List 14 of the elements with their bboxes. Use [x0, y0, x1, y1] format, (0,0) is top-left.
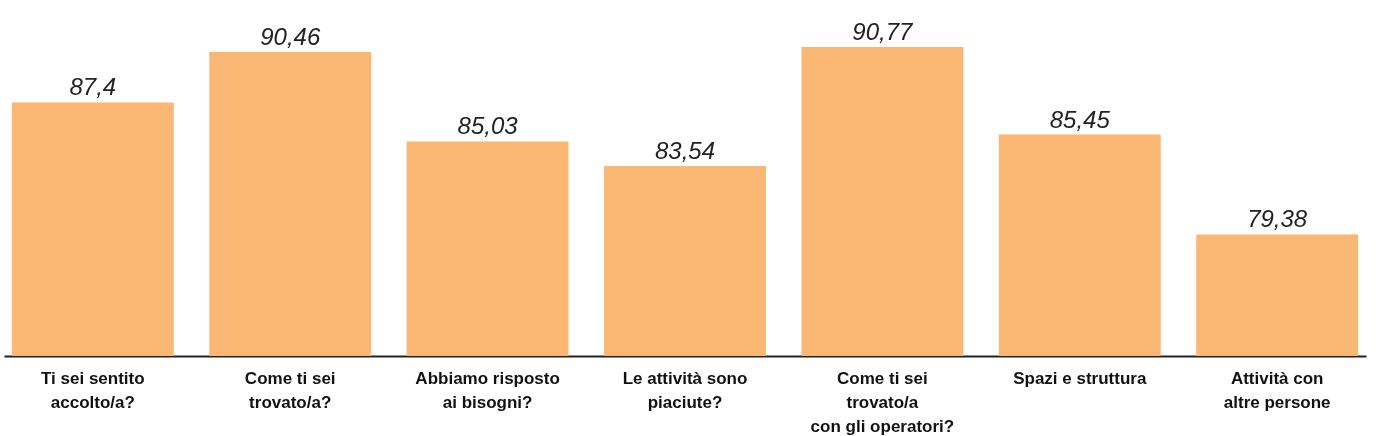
x-tick-label: Ti sei sentito accolto/a? — [41, 368, 145, 412]
data-label: 83,54 — [654, 136, 716, 164]
x-tick-label: Attività con altre persone — [1223, 368, 1331, 412]
data-label: 90,46 — [260, 23, 321, 51]
x-tick-label: Come ti sei trovato/a con gli operatori? — [810, 368, 955, 436]
x-tick-label: Abbiamo risposto ai bisogni? — [415, 368, 560, 412]
x-tick-label: Come ti sei trovato/a? — [244, 368, 336, 412]
x-tick-label: Spazi e struttura — [1013, 368, 1147, 388]
data-label: 79,38 — [1247, 205, 1308, 233]
data-label: 90,77 — [852, 17, 915, 45]
x-tick-label: Le attività sono piaciute? — [622, 368, 748, 412]
data-label: 87,4 — [69, 73, 117, 101]
data-label: 85,45 — [1049, 105, 1111, 133]
data-label: 85,03 — [457, 112, 519, 140]
